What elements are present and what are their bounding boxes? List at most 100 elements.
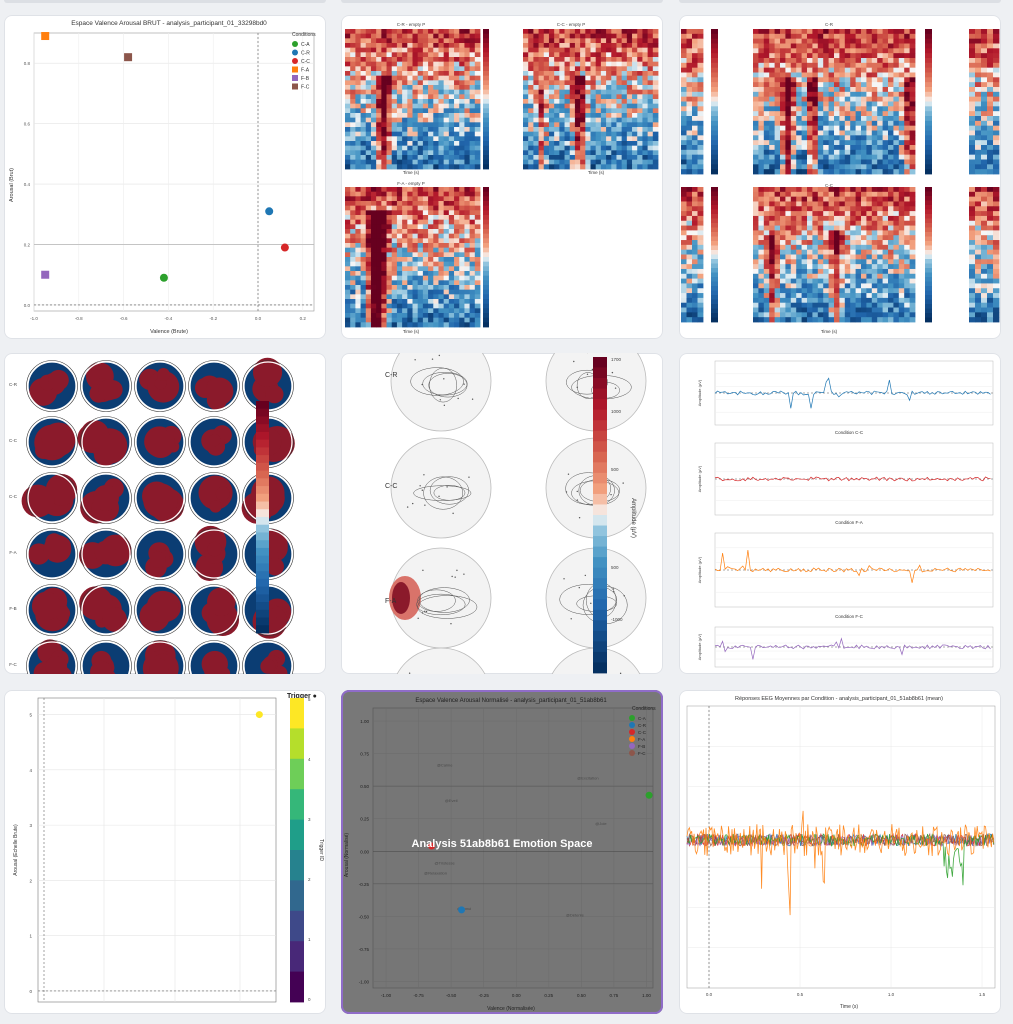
tfr-cell-2 xyxy=(548,136,555,142)
tfr-b-cell-right-2 xyxy=(981,268,988,275)
tfr-cell-2 xyxy=(533,71,539,77)
tfr-cell-1 xyxy=(381,136,387,142)
tfr-b-cell-2 xyxy=(774,297,781,304)
tfr-cell-3 xyxy=(428,187,434,193)
tfr-cell-2 xyxy=(528,71,534,77)
tfr-b-cell-2 xyxy=(882,211,889,217)
tfr-cell-3 xyxy=(438,271,445,277)
tfr-colorbar-1 xyxy=(483,155,489,161)
tfr-cell-1 xyxy=(412,103,419,109)
tfr-cell-2 xyxy=(626,117,633,123)
tfr-cell-2 xyxy=(538,136,545,142)
tfr-cell-3 xyxy=(365,308,372,314)
tfr-cell-1 xyxy=(469,127,476,133)
tfr-cell-3 xyxy=(370,280,377,286)
tfr-cell-2 xyxy=(606,145,612,151)
tfr-cell-1 xyxy=(464,103,471,109)
tfr-cell-1 xyxy=(360,57,367,63)
tfr-b-cell-2 xyxy=(877,259,883,265)
tfr-cell-2 xyxy=(559,159,565,165)
tfr-cell-1 xyxy=(443,80,450,86)
tfr-xlabel-2: Time (s) xyxy=(588,170,605,175)
tfr-b-cell-1 xyxy=(844,101,851,107)
tfr-b-cell-1 xyxy=(796,159,802,165)
tfr-colorbar-3 xyxy=(483,261,489,267)
tfr-b-cell-right-2 xyxy=(975,307,982,313)
tfr-cell-1 xyxy=(464,164,471,170)
tfr-b-cell-1 xyxy=(780,48,786,54)
tfr-b-cell-2 xyxy=(758,215,765,222)
tfr-b-cell-1 xyxy=(893,116,900,122)
tfr-cell-3 xyxy=(402,294,408,300)
tfr-b-cell-right-2 xyxy=(993,307,1000,313)
tfr-cell-2 xyxy=(543,141,550,147)
tfr-cell-3 xyxy=(417,308,424,314)
tfr-cell-1 xyxy=(350,103,356,109)
tfr-b-cell-2 xyxy=(882,283,889,289)
tfr-b-cell-1 xyxy=(807,58,813,64)
tfr-cell-3 xyxy=(391,294,398,300)
tfr-b-cell-left-2 xyxy=(692,268,698,275)
tfr-cell-2 xyxy=(564,108,571,114)
x-tick-label: -0.2 xyxy=(209,316,217,321)
tfr-b-cell-right-2 xyxy=(993,273,1000,280)
tfr-cell-1 xyxy=(345,89,351,95)
tfr-cell-2 xyxy=(554,113,560,119)
tfr-cell-3 xyxy=(459,280,465,286)
tfr-b-cell-1 xyxy=(796,101,802,107)
tfr-b-cell-1 xyxy=(801,38,808,44)
tfr-cell-2 xyxy=(652,66,659,72)
tfr-cell-2 xyxy=(564,94,571,100)
tfr-b-cell-right-1 xyxy=(981,101,988,107)
tfr-b-cell-2 xyxy=(769,196,775,202)
tfr-cell-3 xyxy=(454,280,460,286)
tfr-b-cell-1 xyxy=(758,149,765,156)
card-valence-arousal-brut[interactable]: Espace Valence Arousal BRUT - analysis_p… xyxy=(4,15,326,339)
tfr-b-cell-2 xyxy=(807,196,813,202)
tfr-cell-1 xyxy=(370,150,377,156)
tfr-cell-3 xyxy=(360,303,367,309)
tfr-cell-3 xyxy=(417,299,424,305)
tfr-cell-2 xyxy=(554,38,560,44)
tfr-cell-3 xyxy=(396,280,403,286)
tfr-b-cell-right-1 xyxy=(981,96,988,102)
tfr-b-cell-2 xyxy=(877,273,883,280)
tfr-b-cell-right-1 xyxy=(987,77,994,83)
tfr-b-cell-right-1 xyxy=(975,149,982,156)
tfr-cell-1 xyxy=(428,145,434,151)
tfr-cell-2 xyxy=(538,29,545,35)
tfr-cell-3 xyxy=(355,238,361,244)
tfr-cell-3 xyxy=(422,285,429,291)
tfr-b-cell-2 xyxy=(904,235,910,241)
tfr-cell-2 xyxy=(564,131,571,137)
tfr-cell-3 xyxy=(428,224,434,230)
tfr-cell-3 xyxy=(428,252,434,258)
tfr-cell-1 xyxy=(438,99,445,105)
tfr-b-cell-right-1 xyxy=(981,154,988,160)
tfr-b-cell-left-2 xyxy=(697,317,704,323)
card-time-frequency-b[interactable]: C-R C-C Time (s) xyxy=(679,15,1001,339)
tfr-b-cell-2 xyxy=(828,302,835,308)
card-topomap-grid[interactable]: C-R C-C C-C F-A F-B F-C xyxy=(4,353,326,674)
tfr-b-cell-2 xyxy=(785,259,792,265)
tfr-cell-3 xyxy=(454,294,460,300)
tfr-b-cell-2 xyxy=(844,225,851,231)
tfr-b-cell-2 xyxy=(796,297,802,304)
tfr-b-cell-2 xyxy=(823,264,829,270)
tfr-b-cell-1 xyxy=(866,91,873,98)
tfr-b-cell-2 xyxy=(834,264,840,270)
tfr-b-cell-1 xyxy=(866,145,873,151)
tfr-b-cell-1 xyxy=(807,120,813,127)
card-time-frequency-a[interactable]: C-R - empty P C-C - empty P F-A - empty … xyxy=(341,15,663,339)
tfr-b-cell-2 xyxy=(801,317,808,323)
tfr-b-cell-2 xyxy=(909,317,916,323)
tfr-cell-3 xyxy=(386,243,393,249)
tfr-cell-3 xyxy=(350,224,356,230)
tfr-b-cell-1 xyxy=(904,96,910,102)
tfr-b-cell-2 xyxy=(780,211,786,217)
tfr-cell-3 xyxy=(417,257,424,263)
tfr-cell-3 xyxy=(376,303,382,309)
tfr-b-cell-right-1 xyxy=(981,77,988,83)
tfr-cell-3 xyxy=(381,243,387,249)
tfr-cell-1 xyxy=(402,117,408,123)
